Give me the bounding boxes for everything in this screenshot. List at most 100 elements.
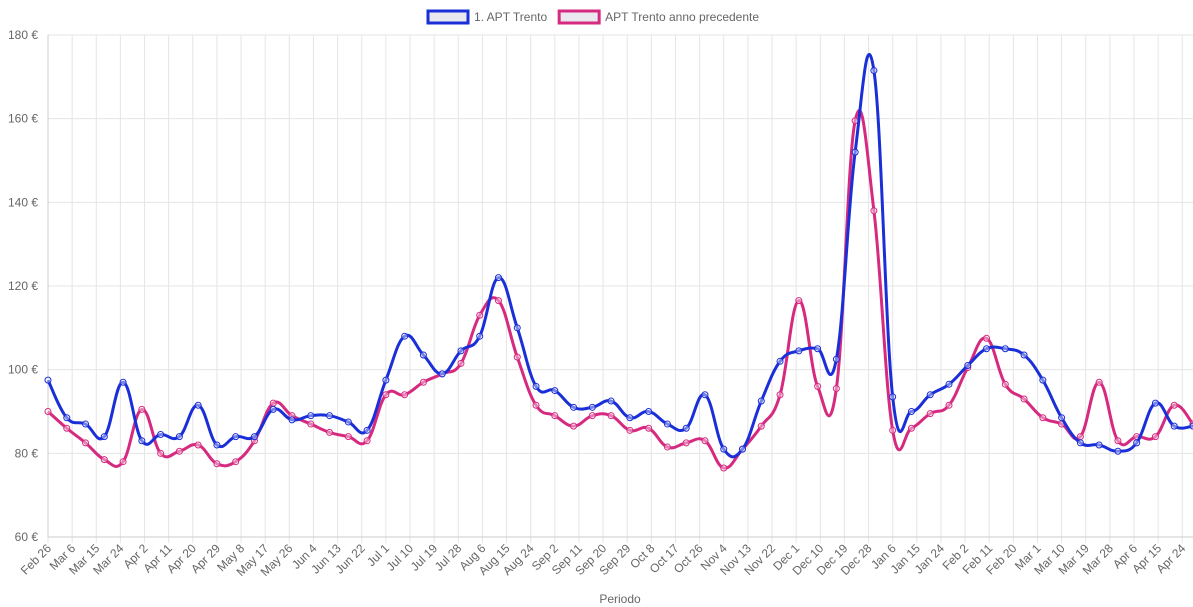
data-point — [532, 401, 540, 409]
data-point — [175, 433, 183, 441]
data-point — [82, 420, 90, 428]
data-point — [682, 424, 690, 432]
data-point — [663, 443, 671, 451]
y-tick-label: 80 € — [15, 446, 39, 460]
plot-area — [44, 53, 1193, 472]
legend-swatch — [557, 9, 601, 25]
y-tick-label: 160 € — [8, 112, 38, 126]
data-point — [1095, 441, 1103, 449]
data-point — [1039, 376, 1047, 384]
data-point — [889, 426, 897, 434]
data-point — [663, 420, 671, 428]
data-point — [44, 408, 52, 415]
data-point — [138, 405, 146, 413]
data-point — [513, 324, 521, 332]
data-point — [889, 393, 897, 401]
data-point — [63, 414, 71, 422]
x-tick-label: Jul 28 — [432, 541, 465, 574]
data-point — [720, 464, 728, 472]
data-point — [363, 437, 371, 445]
data-point — [645, 424, 653, 432]
data-point — [551, 387, 559, 395]
data-point — [326, 412, 334, 420]
data-point — [419, 351, 427, 359]
data-point — [382, 376, 390, 384]
data-point — [795, 297, 803, 305]
data-point — [1095, 378, 1103, 386]
data-point — [175, 447, 183, 455]
data-point — [926, 391, 934, 399]
data-point — [1133, 439, 1141, 447]
data-point — [1114, 447, 1122, 455]
data-point — [1189, 422, 1193, 430]
y-tick-label: 140 € — [8, 195, 38, 209]
data-point — [119, 458, 127, 466]
data-point — [307, 420, 315, 428]
data-point — [551, 412, 559, 420]
y-tick-label: 100 € — [8, 363, 38, 377]
data-point — [832, 355, 840, 363]
data-point — [814, 382, 822, 390]
data-point — [1151, 433, 1159, 441]
data-point — [626, 414, 634, 422]
series-line — [46, 53, 1193, 459]
data-point — [494, 274, 502, 282]
data-point — [1020, 395, 1028, 403]
data-point — [776, 357, 784, 365]
data-point — [1076, 433, 1084, 441]
data-point — [344, 418, 352, 426]
data-point — [269, 399, 277, 407]
data-point — [964, 361, 972, 369]
data-point — [288, 416, 296, 424]
data-point — [1039, 414, 1047, 422]
data-point — [607, 397, 615, 405]
data-point — [851, 148, 859, 156]
data-point — [945, 401, 953, 409]
data-point — [776, 391, 784, 399]
series-line — [47, 109, 1193, 470]
data-point — [119, 378, 127, 386]
data-point — [138, 437, 146, 445]
data-point — [401, 391, 409, 399]
data-point — [157, 449, 165, 457]
legend-label: 1. APT Trento — [474, 10, 547, 24]
data-point — [250, 433, 258, 441]
data-point — [945, 380, 953, 388]
data-point — [419, 378, 427, 386]
data-point — [757, 397, 765, 405]
data-point — [870, 67, 878, 75]
data-point — [307, 412, 315, 420]
data-point — [795, 347, 803, 355]
y-tick-label: 180 € — [8, 28, 38, 42]
data-point — [626, 426, 634, 434]
data-point — [157, 431, 165, 439]
data-point — [82, 439, 90, 447]
data-point — [607, 412, 615, 420]
data-point — [232, 433, 240, 441]
data-point — [269, 405, 277, 413]
data-point — [870, 207, 878, 215]
data-point — [344, 433, 352, 441]
data-point — [494, 297, 502, 305]
data-point — [682, 439, 690, 447]
data-point — [1170, 401, 1178, 409]
data-point — [1001, 380, 1009, 388]
data-point — [757, 422, 765, 430]
data-point — [513, 353, 521, 361]
data-point — [1020, 351, 1028, 359]
data-point — [832, 384, 840, 392]
data-point — [100, 433, 108, 441]
data-point — [476, 332, 484, 340]
data-point — [63, 424, 71, 432]
grid: 60 €80 €100 €120 €140 €160 €180 €Feb 26M… — [8, 28, 1193, 579]
data-point — [1170, 422, 1178, 430]
data-point — [926, 410, 934, 418]
data-point — [570, 403, 578, 411]
data-point — [213, 441, 221, 449]
y-tick-label: 120 € — [8, 279, 38, 293]
y-tick-label: 60 € — [15, 530, 39, 544]
data-point — [401, 332, 409, 340]
data-point — [739, 445, 747, 453]
data-point — [363, 426, 371, 434]
